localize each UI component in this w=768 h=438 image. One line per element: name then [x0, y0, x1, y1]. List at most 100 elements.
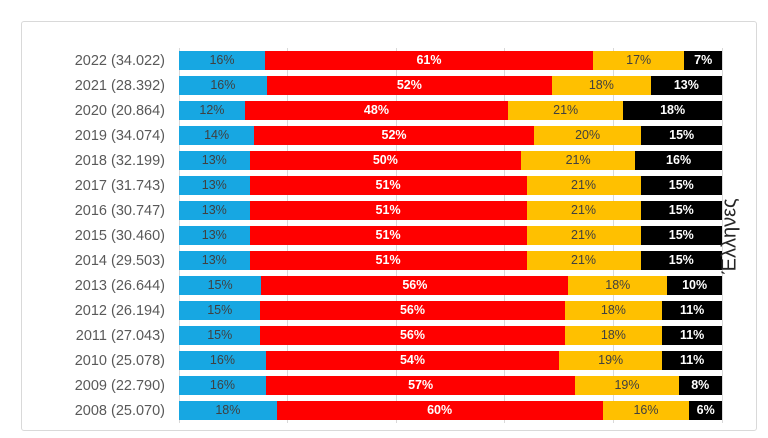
- data-label: 56%: [399, 328, 425, 343]
- data-label: 52%: [381, 128, 407, 143]
- stacked-bar: 13% 50% 21% 16%: [179, 151, 722, 170]
- bar-segment-4-black: 16%: [635, 151, 722, 170]
- bar-segment-2-red: 50%: [249, 151, 522, 170]
- stacked-bar: 12% 48% 21% 18%: [179, 101, 722, 120]
- data-label: 21%: [571, 253, 597, 268]
- data-label: 52%: [396, 78, 422, 93]
- bar-segment-1-blue: 12%: [179, 101, 245, 120]
- stacked-bar: 16% 57% 19% 8%: [179, 376, 722, 395]
- data-label: 56%: [402, 278, 428, 293]
- bar-segment-3-gold: 16%: [602, 401, 690, 420]
- data-label: 15%: [207, 303, 233, 318]
- data-label: 60%: [427, 403, 453, 418]
- bar-segment-1-blue: 13%: [179, 151, 250, 170]
- data-label: 15%: [669, 128, 695, 143]
- category-label: 2016 (30.747): [74, 202, 165, 219]
- bar-segment-4-black: 15%: [641, 126, 722, 145]
- bar-row: 16% 54% 19% 11%: [179, 348, 722, 373]
- data-label: 13%: [673, 78, 699, 93]
- data-label: 57%: [408, 378, 434, 393]
- bar-segment-4-black: 7%: [684, 51, 722, 70]
- data-label: 19%: [598, 353, 624, 368]
- bar-segment-3-gold: 21%: [526, 176, 641, 195]
- bar-row: 14% 52% 20% 15%: [179, 123, 722, 148]
- bar-segment-3-gold: 19%: [575, 376, 679, 395]
- bar-segment-3-gold: 17%: [592, 51, 685, 70]
- data-label: 48%: [363, 103, 389, 118]
- data-label: 13%: [201, 203, 227, 218]
- bar-segment-2-red: 56%: [261, 276, 569, 295]
- bar-segment-4-black: 18%: [623, 101, 722, 120]
- bar-segment-4-black: 6%: [689, 401, 722, 420]
- data-label: 16%: [210, 78, 236, 93]
- category-label: 2013 (26.644): [74, 277, 165, 294]
- bar-row: 16% 57% 19% 8%: [179, 373, 722, 398]
- data-label: 13%: [201, 228, 227, 243]
- data-label: 18%: [600, 328, 626, 343]
- bar-segment-3-gold: 18%: [564, 301, 663, 320]
- bar-segment-1-blue: 14%: [179, 126, 255, 145]
- data-label: 13%: [201, 153, 227, 168]
- chart-frame: 2022 (34.022) 2021 (28.392) 2020 (20.864) 2…: [21, 21, 757, 431]
- data-label: 21%: [553, 103, 579, 118]
- category-label: 2022 (34.022): [74, 52, 165, 69]
- data-label: 14%: [204, 128, 230, 143]
- category-label: 2014 (29.503): [74, 252, 165, 269]
- bar-segment-2-red: 61%: [265, 51, 593, 70]
- bar-segment-1-blue: 13%: [179, 251, 250, 270]
- bar-segment-4-black: 11%: [662, 301, 722, 320]
- category-label: 2021 (28.392): [74, 77, 165, 94]
- bar-segment-2-red: 57%: [265, 376, 576, 395]
- data-label: 21%: [571, 228, 597, 243]
- bar-segment-2-red: 56%: [260, 301, 565, 320]
- data-label: 16%: [209, 53, 235, 68]
- bar-segment-2-red: 51%: [249, 176, 527, 195]
- bar-segment-4-black: 10%: [667, 276, 722, 295]
- stacked-bar: 16% 54% 19% 11%: [179, 351, 722, 370]
- bar-series-container: 16% 61% 17% 7% 16% 52% 18% 13% 12% 48% 21% 18% 14% 52…: [179, 48, 723, 423]
- category-label: 2009 (22.790): [74, 377, 165, 394]
- bar-segment-1-blue: 16%: [179, 51, 266, 70]
- data-label: 16%: [209, 353, 235, 368]
- bar-segment-4-black: 13%: [650, 76, 722, 95]
- bar-row: 16% 61% 17% 7%: [179, 48, 722, 73]
- bar-segment-4-black: 15%: [640, 201, 723, 220]
- y-axis-labels: 2022 (34.022) 2021 (28.392) 2020 (20.864) 2…: [22, 48, 179, 423]
- bar-segment-3-gold: 18%: [568, 276, 668, 295]
- stacked-bar: 14% 52% 20% 15%: [179, 126, 722, 145]
- data-label: 17%: [626, 53, 652, 68]
- category-label: 2018 (32.199): [74, 152, 165, 169]
- data-label: 51%: [375, 228, 401, 243]
- bar-segment-2-red: 54%: [265, 351, 560, 370]
- bar-segment-3-gold: 18%: [564, 326, 663, 345]
- stacked-bar: 13% 51% 21% 15%: [179, 176, 723, 195]
- stacked-bar: 18% 60% 16% 6%: [179, 401, 722, 420]
- data-label: 13%: [201, 178, 227, 193]
- data-label: 21%: [571, 178, 597, 193]
- bar-row: 13% 51% 21% 15%: [179, 248, 723, 273]
- bar-segment-3-gold: 19%: [559, 351, 663, 370]
- data-label: 8%: [691, 378, 710, 393]
- data-label: 18%: [605, 278, 631, 293]
- data-label: 16%: [633, 403, 659, 418]
- data-label: 11%: [679, 328, 705, 343]
- bar-row: 15% 56% 18% 10%: [179, 273, 722, 298]
- bar-segment-1-blue: 15%: [179, 326, 261, 345]
- stacked-bar: 15% 56% 18% 11%: [179, 301, 722, 320]
- data-label: 61%: [416, 53, 442, 68]
- data-label: 21%: [565, 153, 591, 168]
- data-label: 15%: [668, 203, 694, 218]
- bar-segment-1-blue: 13%: [179, 201, 250, 220]
- bar-segment-4-black: 11%: [662, 351, 722, 370]
- stacked-bar: 15% 56% 18% 10%: [179, 276, 722, 295]
- category-label: 2011 (27.043): [75, 327, 165, 344]
- data-label: 54%: [399, 353, 425, 368]
- bar-segment-3-gold: 18%: [551, 76, 651, 95]
- data-label: 16%: [666, 153, 692, 168]
- bar-segment-3-gold: 21%: [508, 101, 624, 120]
- data-label: 15%: [207, 328, 233, 343]
- data-label: 19%: [614, 378, 640, 393]
- bar-segment-3-gold: 21%: [521, 151, 636, 170]
- bar-segment-2-red: 51%: [249, 226, 527, 245]
- data-label: 15%: [668, 253, 694, 268]
